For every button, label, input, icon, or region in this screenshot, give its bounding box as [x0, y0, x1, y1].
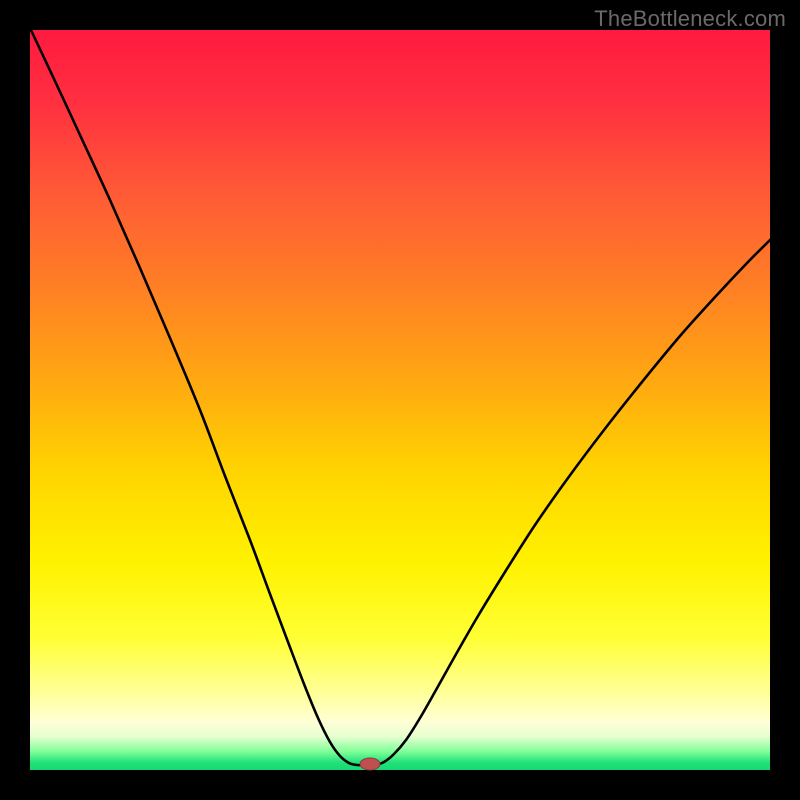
chart-container: TheBottleneck.com — [0, 0, 800, 800]
plot-background — [30, 30, 770, 770]
optimum-marker — [360, 758, 380, 770]
bottleneck-chart — [0, 0, 800, 800]
watermark-text: TheBottleneck.com — [594, 6, 786, 32]
